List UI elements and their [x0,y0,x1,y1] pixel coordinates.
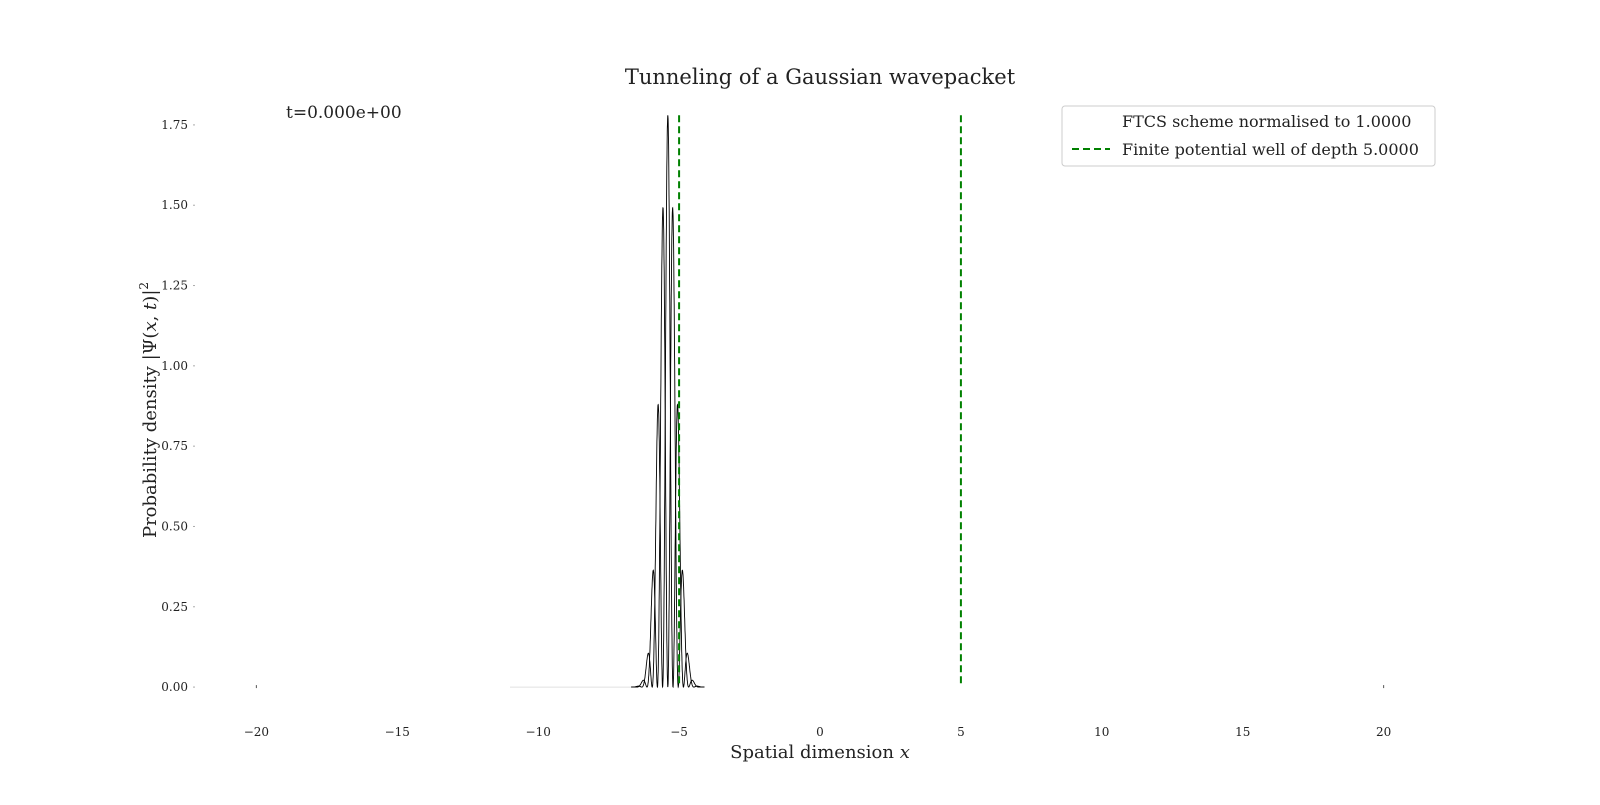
x-axis-title: Spatial dimension x [730,742,910,763]
legend-label-ftcs: FTCS scheme normalised to 1.0000 [1122,112,1411,131]
y-tick-label: 0.50 [161,519,188,533]
y-tick-label: 0.75 [161,439,188,453]
x-tick-label: 5 [957,725,965,739]
y-tick-label: 1.00 [161,359,188,373]
x-tick-label: 15 [1235,725,1250,739]
y-tick-label: 1.75 [161,118,188,132]
x-tick-label: −5 [670,725,688,739]
plot-area [255,115,1385,689]
x-tick-label: −20 [244,725,269,739]
legend-label-potential-well: Finite potential well of depth 5.0000 [1122,140,1419,159]
ftcs-wavepacket-line [631,206,705,689]
y-axis-title: Probability density |Ψ(x, t)|2 [137,282,161,538]
axes: −20 −15 −10 −5 0 5 10 15 20 0.00 0.25 0.50 0.75 1.00 1… [161,118,1391,739]
y-tick-label: 0.00 [161,680,188,694]
x-tick-label: −15 [385,725,410,739]
chart-title: Tunneling of a Gaussian wavepacket [625,65,1016,89]
x-tick-label: −10 [526,725,551,739]
y-tick-label: 0.25 [161,600,188,614]
ftcs-wavepacket-line [631,115,705,689]
y-tick-label: 1.50 [161,198,188,212]
x-tick-label: 0 [816,725,824,739]
x-tick-label: 20 [1376,725,1391,739]
x-tick-label: 10 [1094,725,1109,739]
time-annotation: t=0.000e+00 [286,103,402,123]
legend-box [1061,105,1436,167]
y-tick-label: 1.25 [161,279,188,293]
legend: FTCS scheme normalised to 1.0000 Finite … [1061,105,1436,167]
